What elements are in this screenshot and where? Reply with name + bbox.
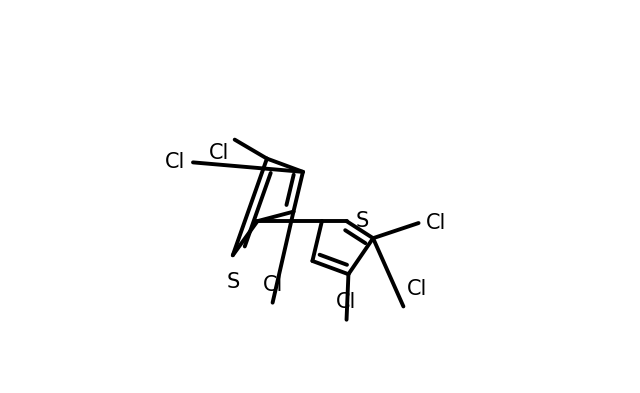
Text: S: S — [356, 211, 369, 231]
Text: Cl: Cl — [426, 213, 447, 233]
Text: Cl: Cl — [209, 143, 229, 163]
Text: Cl: Cl — [262, 275, 283, 295]
Text: Cl: Cl — [337, 292, 356, 312]
Text: Cl: Cl — [407, 279, 428, 299]
Text: Cl: Cl — [165, 152, 186, 173]
Text: S: S — [226, 272, 239, 292]
